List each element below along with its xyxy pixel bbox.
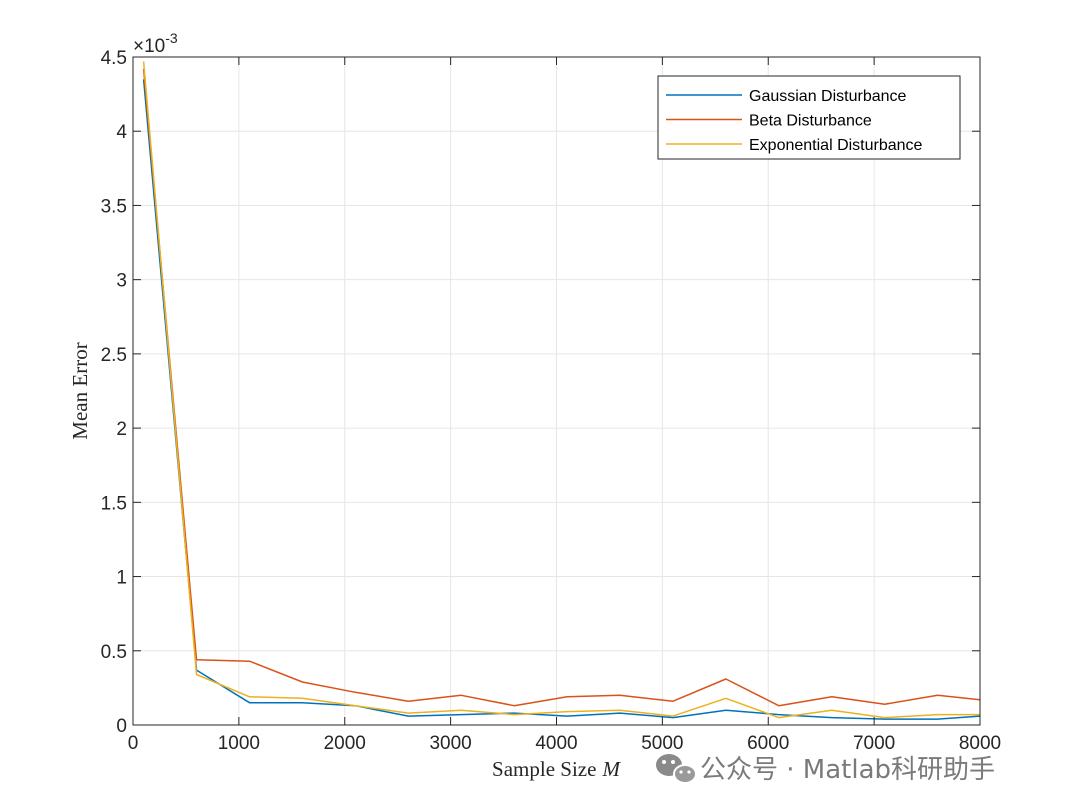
x-tick-label: 7000 [853,733,895,754]
y-tick-label: 3 [116,271,127,292]
x-tick-label: 1000 [218,733,260,754]
legend-label: Beta Disturbance [749,113,872,130]
series-lines [142,61,981,720]
x-tick-label: 3000 [429,733,471,754]
legend-label: Gaussian Disturbance [749,88,907,105]
x-tick-label: 4000 [535,733,577,754]
watermark-text: 公众号 · Matlab科研助手 [700,755,995,785]
x-tick-label: 6000 [747,733,789,754]
y-tick-label: 2.5 [101,345,127,366]
y-tick-label: 4 [116,122,127,143]
y-tick-label: 4.5 [101,48,127,69]
series-line-gaussian-disturbance [142,79,981,720]
watermark: 公众号 · Matlab科研助手 [656,754,995,785]
y-tick-label: 3.5 [101,196,127,217]
x-tick-labels: 0 1000 2000 3000 4000 5000 6000 7000 8000 [128,733,1001,754]
x-tick-label: 2000 [324,733,366,754]
chart-legend: Gaussian Disturbance Beta Disturbance Expo… [657,75,961,160]
series-line-beta-disturbance [142,68,981,707]
y-axis-exponent: ×10-3 [133,30,178,57]
y-tick-label: 0.5 [101,642,127,663]
axis-ticks [132,56,981,726]
y-tick-label: 1 [116,568,127,589]
legend-box [657,75,961,160]
legend-label: Exponential Disturbance [749,137,923,154]
x-tick-label: 5000 [641,733,683,754]
y-axis-label: Mean Error [68,342,92,439]
x-axis-label: Sample Size M [492,757,621,781]
wechat-icon [656,754,697,784]
y-tick-label: 1.5 [101,493,127,514]
series-line-exponential-disturbance [142,61,980,719]
x-tick-label: 0 [128,733,139,754]
grid-lines [132,56,981,726]
y-tick-labels: 0 0.5 1 1.5 2 2.5 3 3.5 4 4.5 [101,48,128,737]
y-tick-label: 2 [116,419,127,440]
y-tick-label: 0 [116,716,127,737]
x-tick-label: 8000 [959,733,1001,754]
